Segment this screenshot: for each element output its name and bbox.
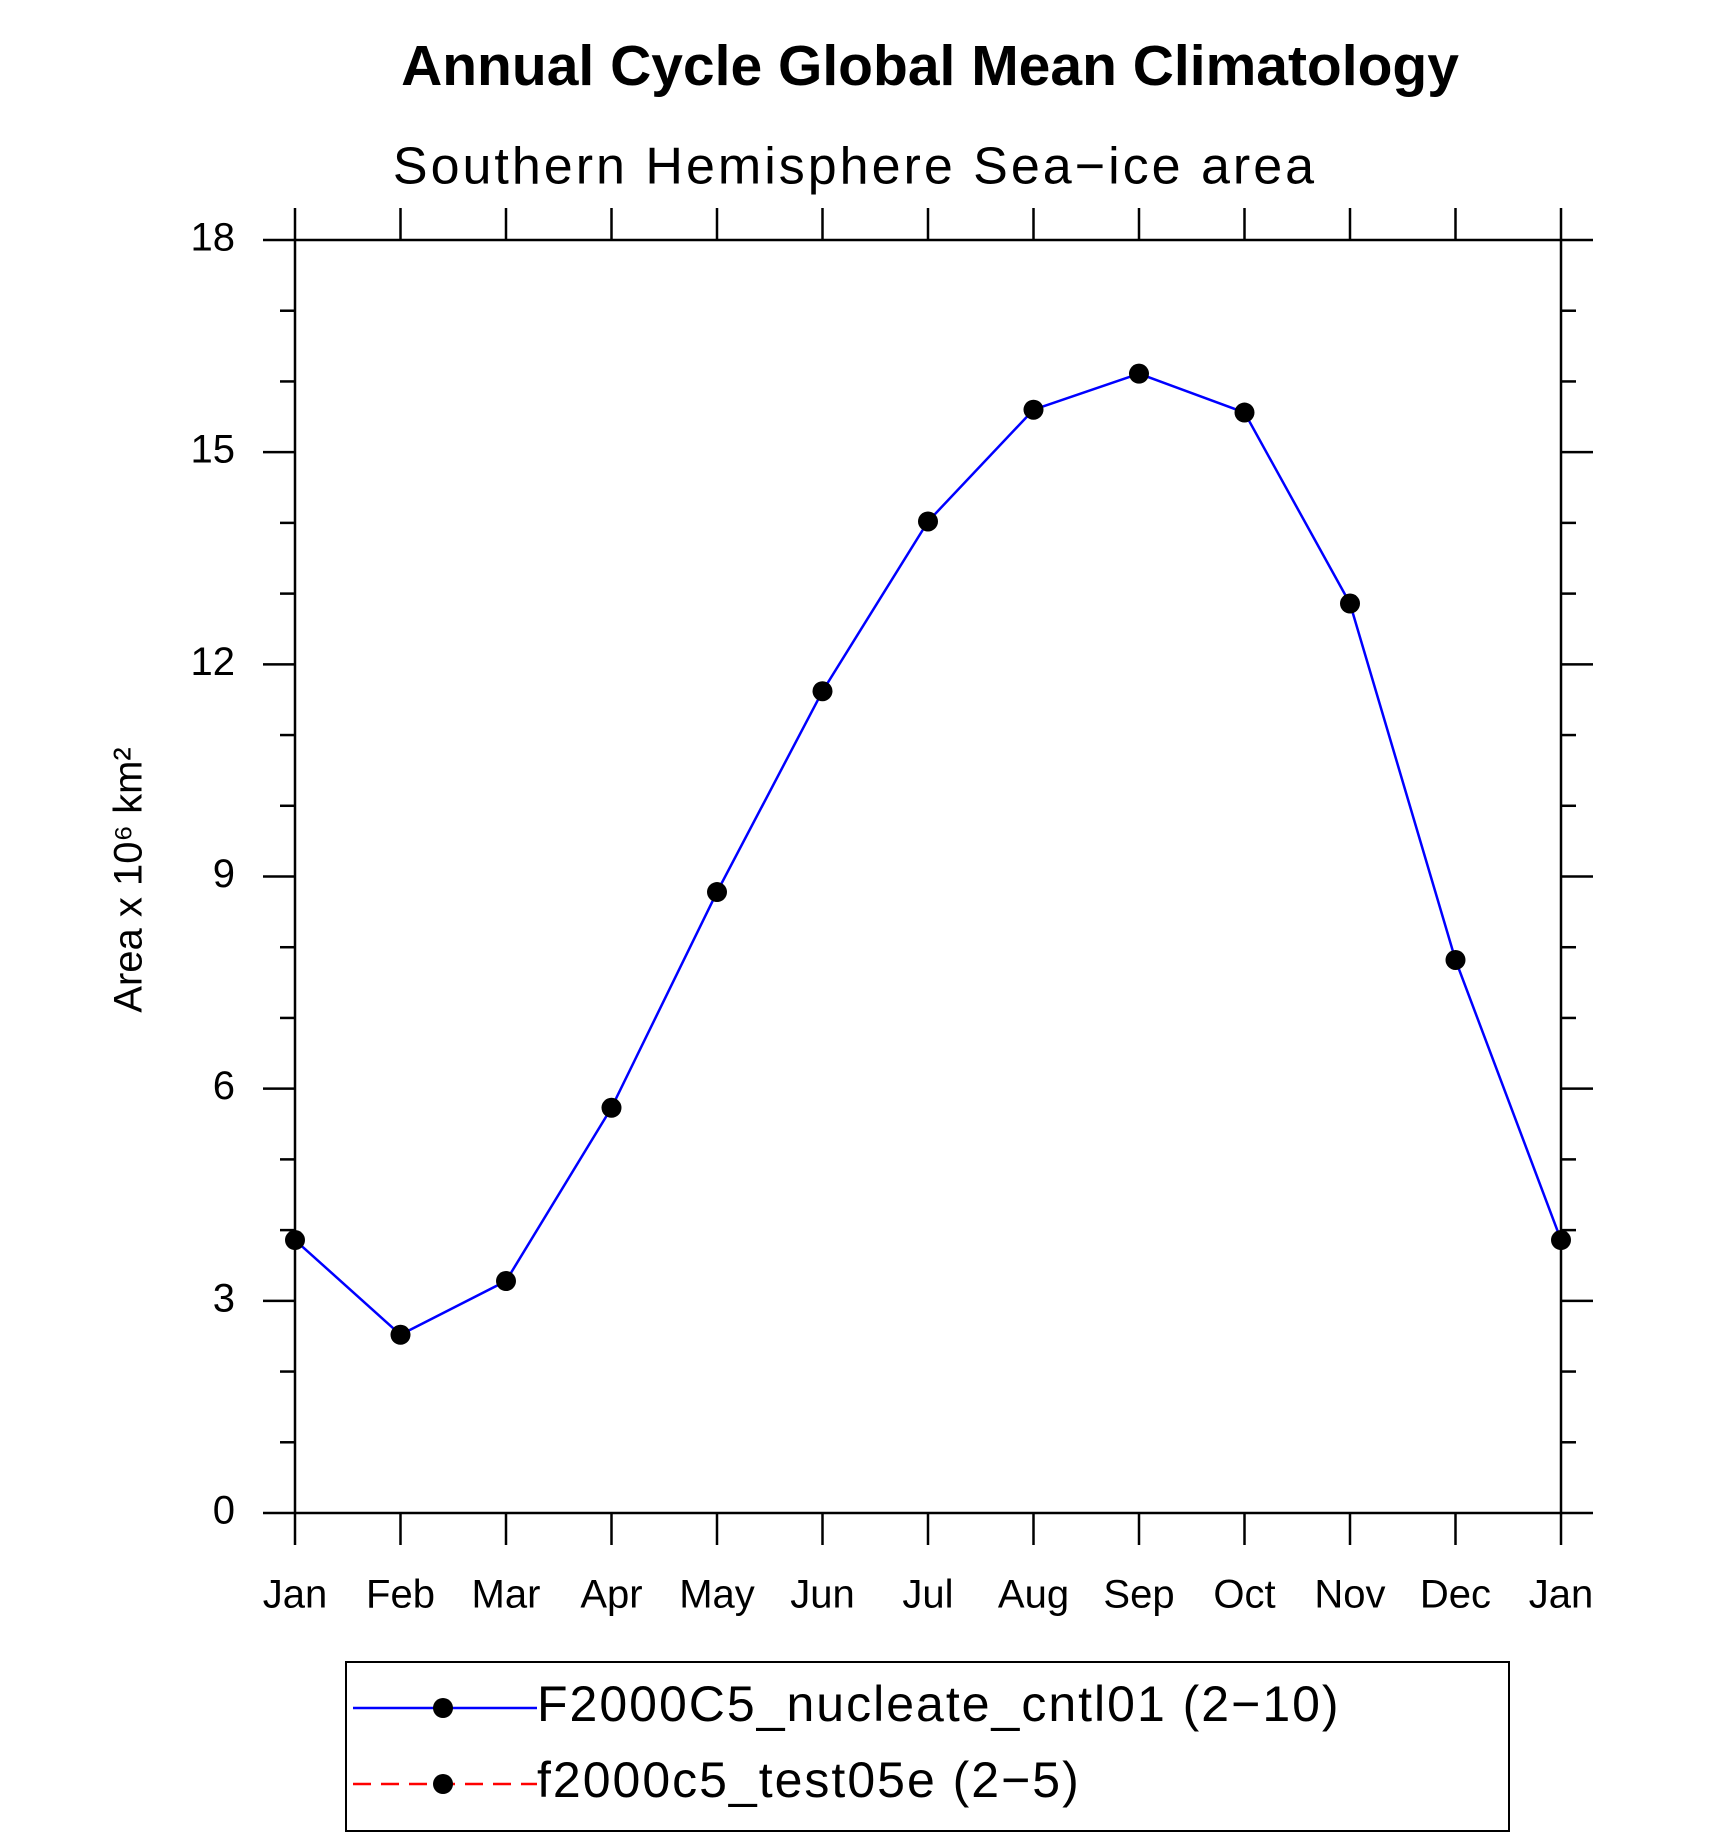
chart-subtitle: Southern Hemisphere Sea−ice area (393, 138, 1317, 196)
data-point (1445, 949, 1466, 970)
x-tick-label: Jun (790, 1573, 855, 1617)
y-tick-label: 9 (213, 852, 235, 896)
y-tick-label: 0 (213, 1489, 235, 1533)
x-tick-label: Jan (1529, 1573, 1594, 1617)
y-tick-label: 15 (191, 428, 236, 472)
y-tick-label: 12 (191, 640, 236, 684)
data-point (1340, 593, 1360, 614)
data-point (1551, 1230, 1571, 1251)
data-point (707, 882, 727, 903)
legend-marker (433, 1774, 453, 1794)
x-tick-label: Dec (1420, 1573, 1491, 1617)
y-tick-label: 6 (213, 1064, 235, 1108)
legend-marker (433, 1698, 453, 1718)
data-point (601, 1097, 622, 1118)
y-axis-label: Area x 10⁶ km² (107, 747, 151, 1012)
data-point (390, 1324, 411, 1345)
data-point (285, 1230, 305, 1251)
x-tick-label: Mar (472, 1573, 541, 1617)
x-tick-label: Feb (366, 1573, 435, 1617)
x-tick-label: Jan (263, 1573, 328, 1617)
x-tick-label: Sep (1103, 1573, 1174, 1617)
chart-title: Annual Cycle Global Mean Climatology (401, 34, 1459, 98)
plot-frame (293, 238, 1563, 1515)
x-tick-label: Aug (998, 1573, 1069, 1617)
y-tick-label: 3 (213, 1276, 235, 1320)
data-point (496, 1271, 516, 1292)
legend-label: f2000c5_test05e (2−5) (537, 1752, 1081, 1808)
data-point (812, 681, 833, 702)
legend-label: F2000C5_nucleate_cntl01 (2−10) (537, 1676, 1341, 1732)
data-point (1234, 402, 1255, 423)
y-tick-label: 18 (191, 216, 236, 260)
data-point (1129, 363, 1149, 384)
legend-box (345, 1661, 1510, 1832)
x-tick-label: Nov (1314, 1573, 1385, 1617)
x-tick-label: Oct (1213, 1573, 1275, 1617)
x-tick-label: May (679, 1573, 755, 1617)
data-point (918, 511, 938, 532)
x-tick-label: Apr (580, 1573, 642, 1617)
x-tick-label: Jul (902, 1573, 953, 1617)
data-point (1023, 399, 1044, 420)
